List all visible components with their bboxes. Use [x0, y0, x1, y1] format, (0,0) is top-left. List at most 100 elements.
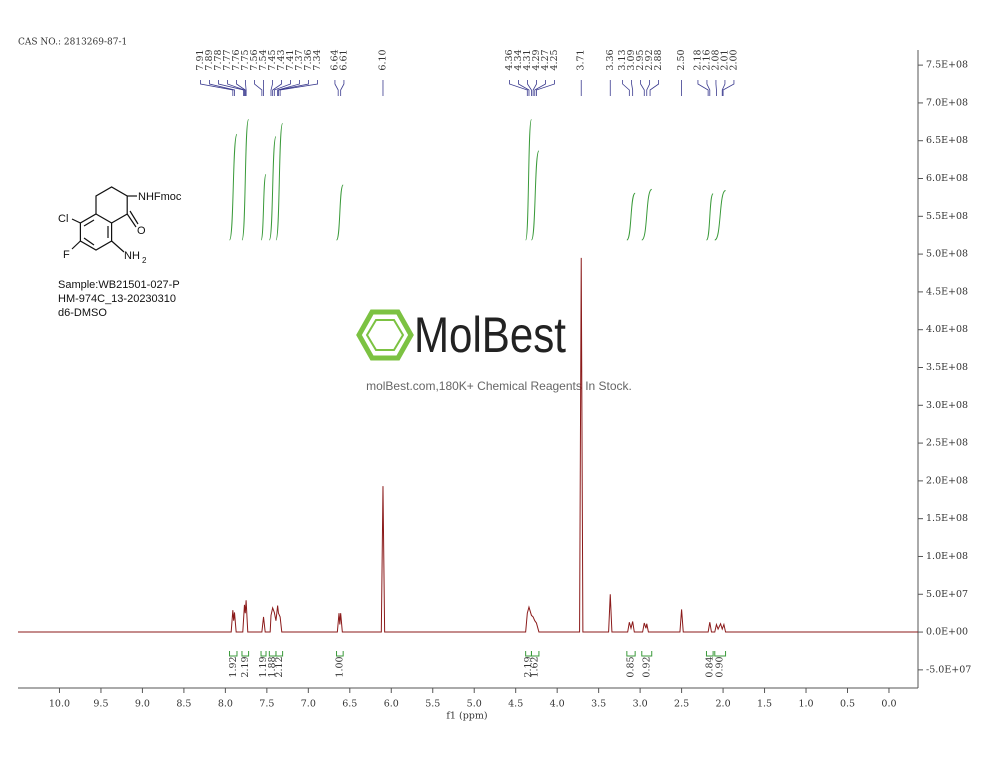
integral-curve: [260, 174, 267, 241]
y-tick-label: 5.0E+07: [926, 589, 968, 600]
peak-label: 7.54: [258, 49, 269, 70]
integral-curve: [268, 136, 277, 241]
peak-leader: [649, 80, 660, 96]
peak-leader: [218, 80, 245, 96]
peak-leader: [209, 80, 235, 96]
integral-bracket: [714, 651, 727, 657]
integral-curve: [626, 192, 636, 241]
cas-number: CAS NO.: 2813269-87-1: [18, 38, 127, 48]
peak-label: 2.92: [644, 49, 655, 70]
peak-leader: [536, 80, 555, 96]
sample-info: Sample:WB21501-027-P HM-974C_13-20230310…: [58, 279, 180, 319]
peak-leader: [270, 80, 273, 96]
peak-label: 7.77: [222, 49, 233, 70]
atom-label: NHFmoc: [138, 191, 182, 203]
integral-curve: [714, 190, 727, 241]
structure: [71, 186, 139, 253]
peak-leader: [697, 80, 709, 96]
peak-leader: [278, 80, 309, 96]
peak-label: 7.45: [267, 49, 278, 70]
watermark: MolBest molBest.com,180K+ Chemical Reage…: [356, 307, 632, 393]
x-tick-label: 7.5: [259, 699, 274, 710]
x-tick-label: 0.0: [881, 699, 896, 710]
logo-hexagon: [356, 309, 414, 361]
peak-label: 3.36: [605, 49, 616, 70]
integral-curve: [275, 122, 284, 241]
integral-bracket: [641, 651, 653, 657]
peak-label: 7.37: [294, 49, 305, 70]
x-tick-label: 5.5: [425, 699, 440, 710]
peak-leader: [640, 80, 645, 96]
y-tick-label: 5.5E+08: [926, 211, 968, 222]
peak-leader: [273, 80, 291, 96]
peak-label: 3.71: [576, 49, 587, 70]
integral-label: 2.12: [274, 656, 285, 677]
peak-label: 3.09: [626, 49, 637, 70]
x-tick-label: 5.0: [467, 699, 482, 710]
peak-leader: [200, 80, 234, 96]
integral-curve: [241, 119, 250, 241]
peak-leader: [527, 80, 532, 96]
peak-label: 4.27: [540, 49, 551, 70]
peak-label: 7.76: [231, 49, 242, 70]
atom-subscript: 2: [142, 256, 147, 265]
y-tick-label: -5.0E+07: [926, 664, 971, 675]
aromatic-ring: [79, 213, 113, 251]
integral-label: 0.85: [625, 656, 636, 677]
y-tick-label: 0.0E+00: [926, 627, 968, 638]
integral-curve: [641, 188, 653, 241]
integral-label: 2.19: [523, 656, 534, 677]
y-tick-label: 2.5E+08: [926, 438, 968, 449]
peak-label: 2.95: [635, 49, 646, 70]
x-tick-label: 4.0: [550, 699, 565, 710]
peak-leader: [646, 80, 651, 96]
integral-label: 1.00: [334, 656, 345, 677]
peak-leader: [721, 80, 726, 96]
peak-leader: [532, 80, 537, 96]
x-tick-label: 0.5: [840, 699, 855, 710]
integral-bracket: [229, 651, 238, 657]
integral-bracket: [525, 651, 532, 657]
x-tick-label: 3.5: [591, 699, 606, 710]
peak-label: 7.91: [195, 49, 206, 70]
peak-label: 6.61: [338, 49, 349, 70]
peak-leader: [227, 80, 245, 96]
integral-bracket: [705, 651, 714, 657]
y-tick-label: 1.0E+08: [926, 551, 968, 562]
atom-label: Cl: [58, 213, 68, 225]
y-tick-label: 2.0E+08: [926, 475, 968, 486]
peak-label: 2.16: [701, 49, 712, 70]
peak-label: 2.50: [676, 49, 687, 70]
integral-bracket: [275, 651, 284, 657]
integral-curve: [525, 119, 532, 241]
integral-bracket: [268, 651, 277, 657]
structure-labels: NHFmoc O Cl F NH 2: [58, 191, 182, 265]
y-tick-label: 3.5E+08: [926, 362, 968, 373]
integral-label: 0.92: [641, 656, 652, 677]
integral-bracket: [530, 651, 540, 657]
integral-label: 0.90: [715, 656, 726, 677]
bond: [129, 210, 139, 225]
peak-label: 7.78: [213, 49, 224, 70]
peak-label: 2.00: [728, 49, 739, 70]
bond: [71, 240, 81, 250]
integral-bracket: [241, 651, 250, 657]
integral-curve: [705, 193, 714, 241]
y-tick-label: 6.5E+08: [926, 135, 968, 146]
integral-label: 1.62: [530, 656, 541, 677]
integral-bracket: [260, 651, 267, 657]
x-tick-label: 8.0: [218, 699, 233, 710]
atom-label: F: [63, 249, 70, 261]
peak-label: 7.75: [240, 49, 251, 70]
peak-label: 2.08: [710, 49, 721, 70]
peak-label: 7.43: [276, 49, 287, 70]
peak-leader: [340, 80, 345, 96]
x-tick-label: 2.5: [674, 699, 689, 710]
integral-label: 2.19: [240, 656, 251, 677]
peak-label: 4.25: [549, 49, 560, 70]
integral-bracket: [626, 651, 636, 657]
x-tick-label: 7.0: [301, 699, 316, 710]
peak-label: 6.10: [377, 49, 388, 70]
peak-leader: [277, 80, 300, 96]
x-tick-label: 1.5: [757, 699, 772, 710]
